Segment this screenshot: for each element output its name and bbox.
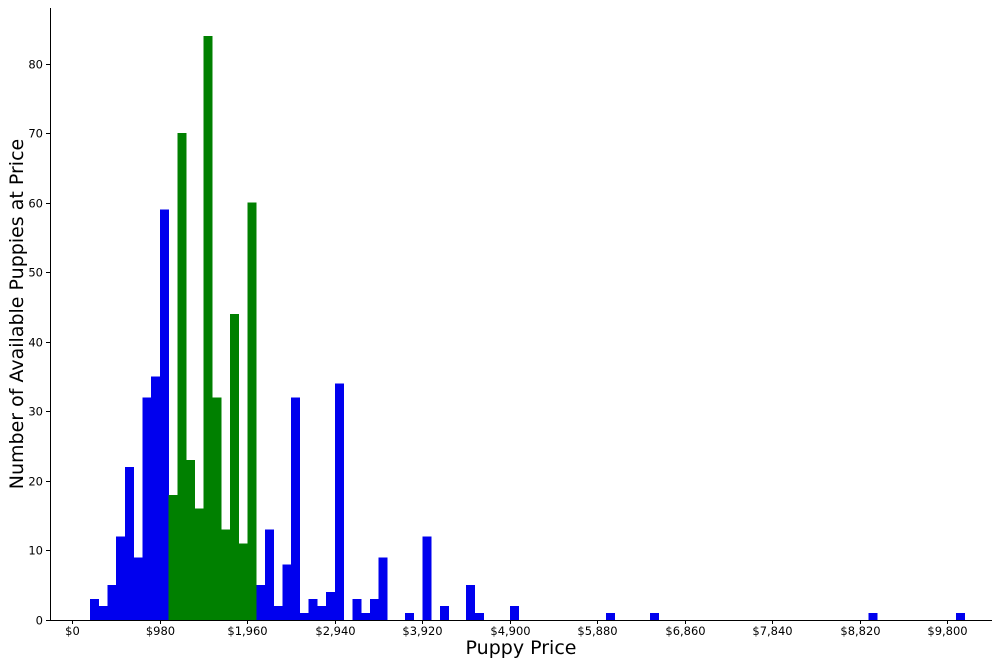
- histogram-bar: [606, 613, 616, 620]
- x-tick-label: $9,800: [927, 624, 967, 638]
- histogram-bar: [369, 599, 379, 620]
- histogram-bar: [308, 599, 318, 620]
- y-tick-label: 80: [28, 58, 43, 72]
- histogram-bar: [229, 314, 239, 620]
- histogram-bar: [89, 599, 99, 620]
- y-tick-label: 30: [28, 405, 43, 419]
- histogram-bar: [264, 529, 274, 620]
- histogram-bar: [186, 460, 196, 620]
- y-tick-label: 0: [36, 614, 43, 628]
- histogram-bar: [107, 585, 117, 620]
- x-tick-label: $7,840: [752, 624, 792, 638]
- histogram-bar: [212, 397, 222, 620]
- y-axis-ticks: 0 10 20 30 40 50 60 70 80: [28, 58, 50, 628]
- histogram-bar: [474, 613, 484, 620]
- y-tick-label: 50: [28, 266, 43, 280]
- histogram-bar: [299, 613, 309, 620]
- x-axis-title: Puppy Price: [466, 637, 577, 659]
- histogram-bar: [317, 606, 327, 620]
- histogram-bar: [203, 35, 213, 620]
- histogram-bar: [238, 543, 248, 620]
- x-axis-ticks: $0 $980 $1,960 $2,940 $3,920 $4,900 $5,880 $6,8…: [65, 620, 968, 638]
- histogram-bar: [247, 202, 257, 621]
- y-tick-label: 70: [28, 127, 43, 141]
- histogram-bar: [352, 599, 362, 620]
- y-tick-label: 20: [28, 475, 43, 489]
- histogram-bar: [151, 376, 161, 620]
- histogram-bar: [361, 613, 371, 620]
- histogram-bar: [868, 613, 878, 620]
- x-tick-label: $5,880: [577, 624, 617, 638]
- histogram-bar: [256, 585, 266, 620]
- x-tick-label: $0: [65, 624, 80, 638]
- y-tick-label: 10: [28, 544, 43, 558]
- histogram-bar: [649, 613, 659, 620]
- histogram-bar: [439, 606, 449, 620]
- histogram-bar: [159, 209, 169, 620]
- histogram-bar: [273, 606, 283, 620]
- x-tick-label: $2,940: [315, 624, 355, 638]
- histogram-bar: [378, 557, 388, 620]
- y-axis-title: Number of Available Puppies at Price: [6, 139, 28, 489]
- y-tick-label: 60: [28, 197, 43, 211]
- histogram-bar: [124, 467, 134, 620]
- y-tick-label: 40: [28, 336, 43, 350]
- x-tick-label: $980: [146, 624, 175, 638]
- histogram-bar: [98, 606, 108, 620]
- x-tick-label: $8,820: [840, 624, 880, 638]
- histogram-bars: [89, 35, 966, 621]
- x-tick-label: $4,900: [490, 624, 530, 638]
- histogram-bar: [334, 383, 344, 620]
- histogram-bar: [221, 529, 231, 620]
- histogram-bar: [291, 397, 301, 620]
- histogram-bar: [168, 494, 178, 620]
- histogram-bar: [422, 536, 432, 620]
- x-tick-label: $3,920: [402, 624, 442, 638]
- x-tick-label: $6,860: [665, 624, 705, 638]
- histogram-bar: [466, 585, 476, 620]
- histogram-bar: [133, 557, 143, 620]
- histogram-bar: [326, 592, 336, 620]
- histogram-bar: [177, 133, 187, 620]
- histogram-bar: [194, 508, 204, 620]
- histogram-bar: [404, 613, 414, 620]
- histogram-bar: [142, 397, 152, 620]
- x-tick-label: $1,960: [227, 624, 267, 638]
- histogram-bar: [509, 606, 519, 620]
- histogram-bar: [282, 564, 292, 620]
- histogram-bar: [116, 536, 126, 620]
- histogram-bar: [956, 613, 966, 620]
